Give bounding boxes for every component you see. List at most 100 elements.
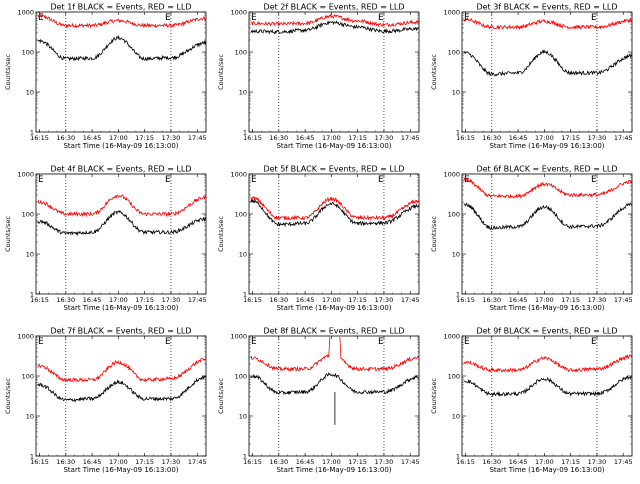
x-tick-label: 17:45 bbox=[401, 458, 420, 466]
y-axis-label: Counts/sec bbox=[430, 54, 438, 90]
series-events-line bbox=[250, 198, 420, 228]
x-tick-label: 16:45 bbox=[509, 296, 528, 304]
plot-frame bbox=[35, 173, 207, 295]
y-tick-label: 10 bbox=[26, 88, 34, 96]
flag-right: E bbox=[378, 175, 384, 185]
series-lld-line bbox=[250, 195, 420, 222]
x-tick-label: 17:30 bbox=[588, 134, 607, 142]
series-events-line bbox=[463, 374, 632, 398]
x-tick-label: 16:30 bbox=[269, 296, 288, 304]
y-tick-label: 1000 bbox=[17, 170, 34, 178]
x-tick-label: 16:45 bbox=[509, 458, 528, 466]
y-tick-label: 100 bbox=[235, 372, 247, 380]
x-tick-label: 17:15 bbox=[135, 134, 154, 142]
y-tick-label: 1000 bbox=[17, 8, 34, 16]
x-tick-label: 17:45 bbox=[614, 296, 633, 304]
x-tick-label: 16:30 bbox=[482, 134, 501, 142]
x-tick-label: 17:30 bbox=[375, 458, 394, 466]
x-axis-label: Start Time (16-May-09 16:13:00) bbox=[63, 142, 178, 150]
x-axis-label: Start Time (16-May-09 16:13:00) bbox=[276, 142, 391, 150]
y-tick-label: 1 bbox=[30, 452, 34, 460]
y-axis-label: Counts/sec bbox=[430, 216, 438, 252]
x-tick-label: 17:00 bbox=[109, 134, 128, 142]
flag-left: E bbox=[38, 13, 44, 23]
x-tick-label: 17:30 bbox=[162, 134, 181, 142]
x-tick-label: 16:30 bbox=[269, 458, 288, 466]
x-tick-label: 17:45 bbox=[188, 134, 207, 142]
plot-frame bbox=[35, 335, 207, 457]
series-events-line bbox=[37, 209, 207, 237]
x-tick-label: 16:30 bbox=[56, 458, 75, 466]
y-tick-label: 10 bbox=[26, 412, 34, 420]
series-lld-line bbox=[463, 354, 633, 373]
series-events-line bbox=[250, 372, 420, 396]
x-tick-label: 16:15 bbox=[456, 134, 475, 142]
panel-det-6: Det 6f BLACK = Events, RED = LLD 16:15 16:… bbox=[430, 165, 633, 313]
x-tick-label: 17:15 bbox=[135, 296, 154, 304]
x-axis-label: Start Time (16-May-09 16:13:00) bbox=[489, 466, 604, 474]
x-tick-label: 17:45 bbox=[614, 134, 633, 142]
flag-left: E bbox=[38, 337, 44, 347]
plot-frame bbox=[248, 173, 420, 295]
x-axis-label: Start Time (16-May-09 16:13:00) bbox=[489, 304, 604, 312]
series-lld-line bbox=[37, 357, 207, 383]
flag-right: E bbox=[591, 13, 597, 23]
y-tick-label: 1 bbox=[243, 290, 247, 298]
flag-right: E bbox=[378, 13, 384, 23]
panel-det-2: Det 2f BLACK = Events, RED = LLD 16:15 16:… bbox=[217, 3, 420, 151]
x-tick-label: 17:00 bbox=[322, 134, 341, 142]
x-tick-label: 17:30 bbox=[162, 296, 181, 304]
y-tick-label: 1000 bbox=[17, 332, 34, 340]
y-tick-label: 1000 bbox=[230, 332, 247, 340]
y-tick-label: 100 bbox=[448, 48, 460, 56]
panel-title: Det 5f BLACK = Events, RED = LLD bbox=[263, 165, 404, 174]
y-tick-label: 1000 bbox=[443, 332, 460, 340]
x-tick-label: 16:45 bbox=[296, 134, 315, 142]
x-tick-label: 16:45 bbox=[296, 296, 315, 304]
x-tick-label: 16:45 bbox=[83, 134, 102, 142]
x-axis-label: Start Time (16-May-09 16:13:00) bbox=[63, 304, 178, 312]
x-axis-label: Start Time (16-May-09 16:13:00) bbox=[489, 142, 604, 150]
y-tick-label: 10 bbox=[452, 88, 460, 96]
series-lld-line bbox=[463, 16, 633, 31]
y-axis-label: Counts/sec bbox=[4, 378, 12, 414]
flag-right: E bbox=[165, 13, 171, 23]
panel-title: Det 7f BLACK = Events, RED = LLD bbox=[50, 327, 191, 336]
x-tick-label: 16:15 bbox=[243, 458, 262, 466]
flag-right: E bbox=[165, 175, 171, 185]
y-tick-label: 1000 bbox=[230, 8, 247, 16]
x-tick-label: 17:15 bbox=[561, 296, 580, 304]
y-tick-label: 1 bbox=[456, 128, 460, 136]
y-tick-label: 1000 bbox=[443, 8, 460, 16]
x-tick-label: 17:00 bbox=[322, 296, 341, 304]
panel-title: Det 1f BLACK = Events, RED = LLD bbox=[50, 3, 191, 12]
y-tick-label: 100 bbox=[22, 372, 34, 380]
y-axis-label: Counts/sec bbox=[217, 54, 225, 90]
x-axis-label: Start Time (16-May-09 16:13:00) bbox=[276, 304, 391, 312]
flag-left: E bbox=[251, 13, 257, 23]
plot-frame bbox=[248, 335, 420, 457]
x-tick-label: 16:30 bbox=[56, 134, 75, 142]
series-lld-line bbox=[339, 336, 420, 373]
x-tick-label: 17:30 bbox=[588, 296, 607, 304]
panel-det-5: Det 5f BLACK = Events, RED = LLD 16:15 16:… bbox=[217, 165, 420, 313]
plot-frame bbox=[248, 11, 420, 133]
flag-left: E bbox=[464, 337, 470, 347]
y-tick-label: 1 bbox=[30, 290, 34, 298]
x-tick-label: 17:15 bbox=[348, 296, 367, 304]
y-tick-label: 1 bbox=[456, 452, 460, 460]
y-tick-label: 100 bbox=[235, 48, 247, 56]
y-tick-label: 100 bbox=[22, 210, 34, 218]
panel-det-1: Det 1f BLACK = Events, RED = LLD 16:15 16:… bbox=[4, 3, 207, 151]
panel-det-9: Det 9f BLACK = Events, RED = LLD 16:15 16:… bbox=[430, 327, 633, 475]
x-tick-label: 16:15 bbox=[30, 296, 49, 304]
y-tick-label: 1 bbox=[30, 128, 34, 136]
y-tick-label: 10 bbox=[26, 250, 34, 258]
x-tick-label: 16:15 bbox=[456, 458, 475, 466]
y-tick-label: 1000 bbox=[230, 170, 247, 178]
x-tick-label: 17:00 bbox=[535, 134, 554, 142]
y-axis-label: Counts/sec bbox=[4, 216, 12, 252]
series-lld-line bbox=[463, 177, 633, 200]
y-axis-label: Counts/sec bbox=[217, 378, 225, 414]
